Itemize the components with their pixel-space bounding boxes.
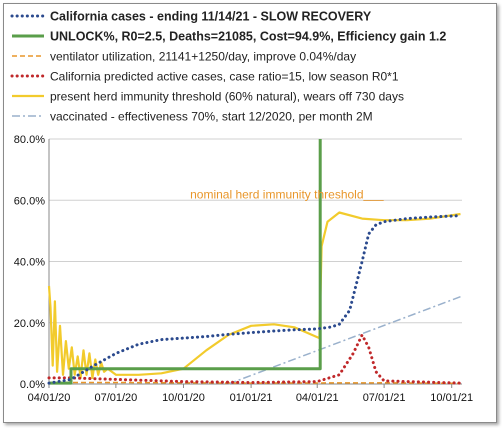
legend: California cases - ending 11/14/21 - SLO… [10, 10, 446, 124]
series-line-2 [49, 381, 461, 385]
x-tick-label: 04/01/21 [296, 392, 339, 404]
herd-threshold-annotation: nominal herd immunity threshold___ [190, 188, 384, 202]
series-layer [47, 139, 462, 385]
x-tick-label: 07/01/21 [363, 392, 406, 404]
series-line-3 [47, 333, 462, 385]
x-axis: 04/01/20 07/01/20 10/01/20 01/01/21 04/01/21… [28, 384, 473, 404]
y-tick-label: 20.0% [14, 318, 45, 330]
y-tick-label: 0.0% [20, 379, 45, 391]
legend-entry-0: California cases - ending 11/14/21 - SLO… [50, 10, 372, 24]
x-tick-label: 10/01/21 [430, 392, 473, 404]
series-line-0 [47, 214, 462, 385]
x-tick-label: 04/01/20 [28, 392, 71, 404]
series-line-5 [228, 295, 461, 385]
y-axis: 0.0% 20.0% 40.0% 60.0% 80.0% [14, 134, 45, 391]
series-line-4 [47, 211, 461, 379]
legend-entry-2: ventilator utilization, 21141+1250/day, … [50, 50, 356, 64]
gridlines [48, 138, 462, 385]
legend-entry-3: California predicted active cases, case … [50, 70, 399, 84]
legend-entry-1: UNLOCK%, R0=2.5, Deaths=21085, Cost=94.9… [50, 30, 446, 44]
legend-entry-5: vaccinated - effectiveness 70%, start 12… [50, 110, 373, 124]
series-line-1 [49, 139, 322, 385]
legend-entry-4: present herd immunity threshold (60% nat… [50, 90, 404, 104]
annotation-layer: nominal herd immunity threshold___ [190, 188, 384, 202]
x-tick-label: 07/01/20 [94, 392, 137, 404]
chart-frame [3, 3, 497, 423]
x-tick-label: 10/01/20 [162, 392, 205, 404]
y-tick-label: 80.0% [14, 134, 45, 146]
y-tick-label: 60.0% [14, 195, 45, 207]
x-tick-label: 01/01/21 [230, 392, 273, 404]
y-tick-label: 40.0% [14, 257, 45, 269]
